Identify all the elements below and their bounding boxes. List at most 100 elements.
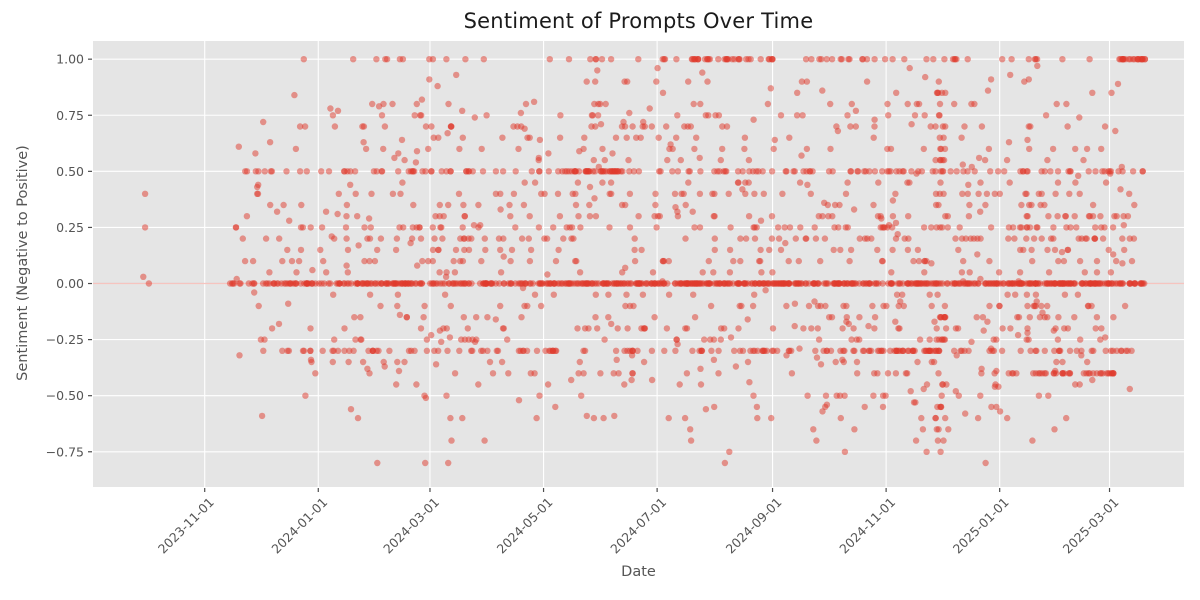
scatter-point [1076, 257, 1084, 265]
scatter-point [749, 302, 757, 310]
scatter-point [1005, 235, 1012, 242]
scatter-point [905, 213, 912, 220]
scatter-point [836, 201, 843, 209]
scatter-point [365, 347, 372, 354]
scatter-point [734, 168, 742, 175]
scatter-point [804, 392, 811, 399]
scatter-point [1003, 156, 1011, 164]
scatter-point [370, 168, 378, 175]
scatter-point [626, 224, 634, 231]
scatter-point [852, 123, 859, 130]
scatter-point [750, 392, 757, 399]
scatter-point [750, 224, 757, 231]
scatter-point [741, 145, 748, 153]
scatter-point [711, 403, 718, 411]
scatter-point [606, 224, 613, 231]
scatter-point [905, 235, 912, 242]
scatter-point [812, 347, 819, 354]
scatter-point [823, 401, 831, 408]
scatter-point [846, 257, 853, 265]
scatter-point [393, 235, 401, 242]
scatter-point [665, 257, 672, 265]
scatter-point [906, 64, 913, 72]
scatter-point [489, 370, 497, 377]
scatter-point [328, 233, 335, 240]
scatter-point [1101, 123, 1109, 130]
scatter-point [904, 280, 911, 287]
scatter-point [1102, 347, 1109, 354]
scatter-point [497, 246, 504, 254]
scatter-point [1101, 168, 1108, 175]
scatter-point [682, 325, 689, 332]
scatter-point [808, 56, 815, 63]
scatter-point [373, 56, 380, 63]
scatter-point [777, 246, 785, 254]
scatter-point [464, 325, 471, 332]
scatter-point [933, 336, 940, 343]
scatter-point [1071, 213, 1078, 220]
scatter-point [517, 109, 525, 117]
scatter-point [366, 235, 374, 242]
scatter-point [770, 347, 777, 354]
scatter-point [871, 168, 879, 175]
scatter-point [413, 224, 420, 231]
scatter-point [1023, 224, 1031, 231]
scatter-point [449, 280, 456, 287]
scatter-point [481, 235, 488, 242]
scatter-point [1073, 224, 1080, 231]
scatter-point [1119, 260, 1126, 267]
scatter-point [707, 302, 715, 310]
scatter-point [318, 168, 325, 175]
scatter-point [417, 325, 425, 332]
scatter-point [341, 280, 348, 287]
scatter-point [1007, 325, 1014, 332]
scatter-point [1035, 190, 1043, 197]
scatter-point [788, 370, 796, 377]
scatter-point [1057, 280, 1064, 287]
scatter-point [953, 168, 960, 175]
scatter-point [1126, 385, 1134, 393]
scatter-point [783, 302, 790, 310]
scatter-point [640, 358, 648, 366]
scatter-point [445, 100, 452, 108]
scatter-point [459, 224, 466, 231]
scatter-point [823, 347, 831, 354]
scatter-point [1061, 291, 1069, 298]
scatter-point [506, 201, 513, 209]
scatter-point [783, 168, 790, 175]
scatter-point [391, 154, 398, 162]
scatter-point [723, 56, 730, 63]
scatter-point [495, 235, 503, 242]
scatter-point [978, 370, 985, 377]
scatter-point [711, 235, 718, 242]
scatter-point [968, 280, 975, 287]
scatter-point [717, 336, 724, 343]
scatter-point [796, 345, 803, 352]
scatter-point [644, 280, 651, 287]
scatter-point [672, 347, 679, 354]
scatter-point [425, 145, 432, 153]
scatter-point [1063, 224, 1070, 231]
scatter-point [1011, 235, 1018, 242]
scatter-point [580, 370, 587, 377]
scatter-point [944, 224, 951, 231]
scatter-point [586, 183, 594, 191]
scatter-point [361, 224, 368, 231]
scatter-point [837, 414, 844, 422]
scatter-point [266, 269, 273, 276]
scatter-point [1015, 278, 1022, 285]
scatter-point [1034, 62, 1041, 70]
scatter-point [609, 150, 616, 157]
scatter-point [367, 224, 374, 231]
scatter-point [883, 302, 890, 310]
scatter-point [984, 318, 991, 325]
scatter-point [347, 280, 355, 287]
scatter-point [1062, 213, 1070, 220]
scatter-point [878, 257, 886, 265]
scatter-point [469, 168, 476, 175]
scatter-point [412, 159, 420, 166]
scatter-point [1047, 235, 1055, 242]
scatter-point [586, 213, 594, 220]
scatter-point [667, 141, 674, 148]
